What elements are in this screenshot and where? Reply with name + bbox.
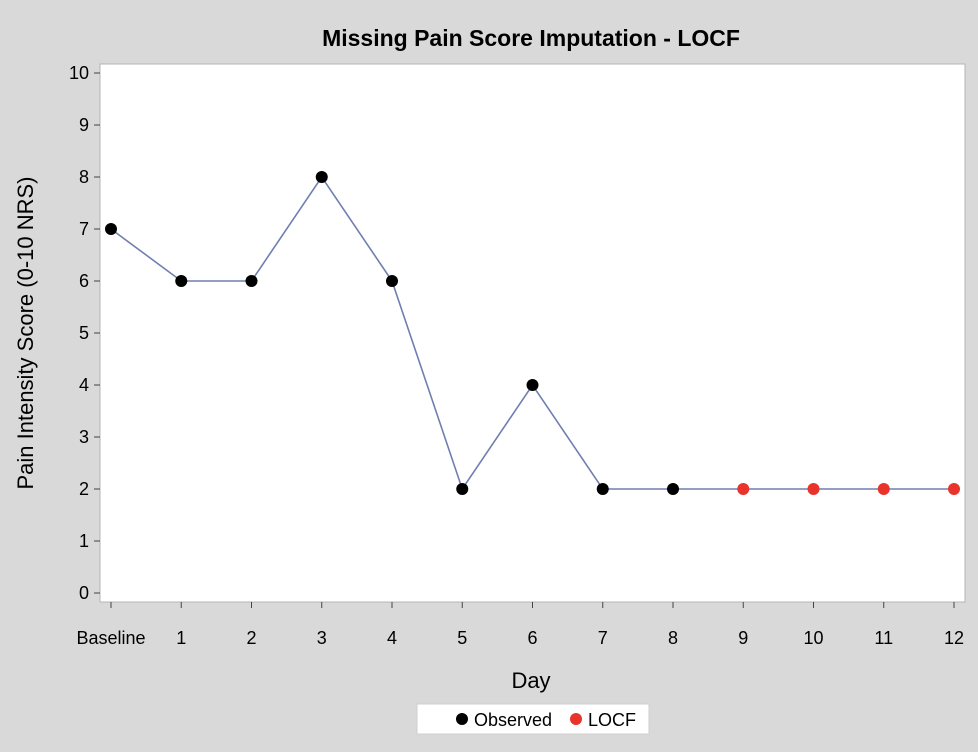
data-point-observed — [456, 483, 469, 495]
y-tick-label: 0 — [79, 583, 89, 603]
data-point-observed — [596, 483, 609, 495]
x-tick-label: 9 — [738, 628, 748, 648]
data-point-locf — [948, 483, 960, 495]
data-point-observed — [105, 223, 117, 235]
chart-title: Missing Pain Score Imputation - LOCF — [322, 25, 740, 51]
y-axis: 0 1 2 3 4 5 6 7 8 9 10 — [69, 63, 100, 603]
data-point-locf — [737, 483, 750, 495]
y-tick-label: 7 — [79, 219, 89, 239]
x-tick-label: Baseline — [76, 628, 145, 648]
x-tick-label: 7 — [598, 628, 608, 648]
y-axis-label: Pain Intensity Score (0-10 NRS) — [13, 176, 38, 489]
x-axis: Baseline 1 2 3 4 5 6 7 8 9 10 11 12 — [76, 602, 964, 648]
x-tick-label: 8 — [668, 628, 678, 648]
data-point-observed — [667, 483, 679, 495]
x-tick-label: 2 — [246, 628, 256, 648]
y-tick-label: 8 — [79, 167, 89, 187]
legend-label-observed: Observed — [474, 710, 552, 730]
x-tick-label: 10 — [803, 628, 823, 648]
data-point-observed — [315, 171, 328, 183]
y-tick-label: 3 — [79, 427, 89, 447]
x-tick-label: 4 — [387, 628, 397, 648]
data-point-observed — [245, 275, 258, 287]
y-tick-label: 6 — [79, 271, 89, 291]
data-points — [105, 171, 960, 495]
y-tick-label: 4 — [79, 375, 89, 395]
y-tick-label: 1 — [79, 531, 89, 551]
x-tick-label: 6 — [527, 628, 537, 648]
x-axis-label: Day — [511, 668, 550, 693]
y-tick-label: 10 — [69, 63, 89, 83]
legend-label-locf: LOCF — [588, 710, 636, 730]
data-point-observed — [526, 379, 539, 391]
y-tick-label: 5 — [79, 323, 89, 343]
x-tick-label: 3 — [317, 628, 327, 648]
legend-marker-locf — [570, 713, 582, 725]
legend: Observed LOCF — [416, 703, 650, 735]
y-tick-label: 9 — [79, 115, 89, 135]
data-point-observed — [175, 275, 188, 287]
data-point-locf — [807, 483, 820, 495]
x-tick-label: 11 — [874, 628, 893, 648]
x-tick-label: 1 — [176, 628, 186, 648]
y-tick-label: 2 — [79, 479, 89, 499]
x-tick-label: 12 — [944, 628, 964, 648]
legend-box — [416, 703, 650, 735]
legend-marker-observed — [456, 713, 468, 725]
x-tick-label: 5 — [457, 628, 467, 648]
plot-area — [99, 63, 966, 603]
data-point-locf — [877, 483, 890, 495]
data-point-observed — [386, 275, 398, 287]
